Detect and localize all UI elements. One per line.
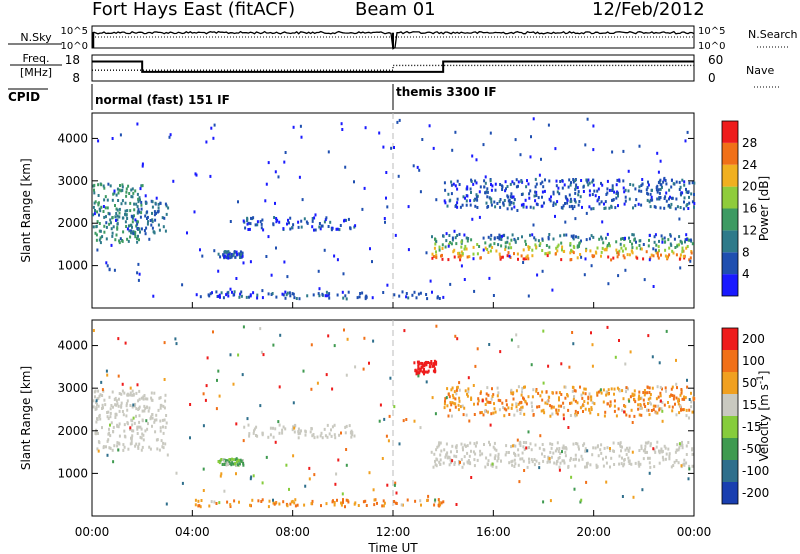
freq-right-tick-top: 60 — [708, 53, 723, 67]
power-colorbar-segment — [722, 142, 738, 165]
power-echo-cells — [92, 117, 696, 301]
x-tick-label: 20:00 — [576, 525, 611, 539]
velocity-colorbar-label-end: ] — [757, 371, 771, 376]
title: Fort Hays East (fitACF) — [92, 0, 296, 20]
x-tick-label: 16:00 — [476, 525, 511, 539]
velocity-colorbar-tick: -100 — [742, 464, 769, 478]
freq-series — [92, 60, 694, 73]
power-colorbar-tick: 20 — [742, 180, 757, 194]
velocity-frame — [91, 319, 695, 517]
velocity-ytick-label: 3000 — [57, 381, 88, 395]
velocity-colorbar-tick: -200 — [742, 486, 769, 500]
power-ytick-label: 1000 — [57, 259, 88, 273]
velocity-colorbar-segment — [722, 438, 738, 460]
freq-left-tick-top: 18 — [65, 53, 80, 67]
noise-left-tick-bottom: 10^0 — [61, 41, 88, 52]
power-colorbar-tick: 12 — [742, 223, 757, 237]
x-tick-label: 12:00 — [376, 525, 411, 539]
velocity-ylabel: Slant Range [km] — [19, 366, 33, 470]
nave-series — [92, 64, 694, 71]
velocity-ytick-label: 4000 — [57, 339, 88, 353]
power-colorbar-segment — [722, 121, 738, 143]
velocity-colorbar-segment — [722, 328, 738, 350]
velocity-colorbar-segment — [722, 350, 738, 372]
power-colorbar-segment — [722, 186, 738, 209]
velocity-panel: 1000 2000 3000 4000 Slant Range [km] 200 100 50… — [19, 319, 771, 517]
freq-axis-label: Freq. — [22, 52, 49, 65]
x-axis-label: Time UT — [367, 541, 418, 554]
power-colorbar-segment — [722, 252, 738, 275]
power-colorbar-label: Power [dB] — [757, 176, 771, 241]
power-colorbar-tick: 8 — [742, 245, 750, 259]
velocity-colorbar-tick: 50 — [742, 376, 757, 390]
power-colorbar-segment — [722, 230, 738, 253]
velocity-colorbar-tick: -50 — [742, 442, 762, 456]
beam-label: Beam 01 — [355, 0, 436, 20]
velocity-colorbar-segment — [722, 394, 738, 416]
power-colorbar-tick: 16 — [742, 202, 757, 216]
x-tick-label: 00:00 — [677, 525, 712, 539]
nsky-series — [91, 30, 695, 50]
velocity-ytick-label: 1000 — [57, 466, 88, 480]
x-tick-label: 00:00 — [75, 525, 110, 539]
cpid-label: CPID — [8, 90, 40, 104]
x-tick-label: 08:00 — [275, 525, 310, 539]
freq-right-tick-bottom: 0 — [708, 71, 716, 85]
power-ytick-label: 4000 — [57, 131, 88, 145]
power-ytick-label: 2000 — [57, 216, 88, 230]
nave-axis-label: Nave — [746, 64, 774, 77]
nsky-axis-label: N.Sky — [20, 31, 52, 44]
noise-right-tick-top: 10^5 — [698, 26, 725, 37]
velocity-colorbar-segment — [722, 482, 738, 504]
velocity-colorbar-segment — [722, 416, 738, 438]
velocity-colorbar-tick: -15 — [742, 420, 762, 434]
power-colorbar-segment — [722, 274, 738, 296]
velocity-colorbar-frame — [721, 327, 739, 505]
freq-left-tick-bottom: 8 — [72, 71, 80, 85]
velocity-colorbar-tick: 15 — [742, 398, 757, 412]
freq-unit-label: [MHz] — [20, 66, 52, 79]
power-colorbar-tick: 24 — [742, 158, 757, 172]
power-colorbar-segment — [722, 164, 738, 187]
velocity-colorbar-label: Velocity [m s-1] — [756, 371, 771, 462]
power-colorbar-frame — [721, 120, 739, 297]
velocity-colorbar-label-sup: -1 — [756, 375, 766, 384]
power-colorbar-segment — [722, 208, 738, 231]
power-ytick-label: 3000 — [57, 174, 88, 188]
cpid-mode-1: normal (fast) 151 IF — [95, 93, 230, 107]
velocity-colorbar-segment — [722, 372, 738, 394]
power-panel: 1000 2000 3000 4000 Slant Range [km] 4 8 12 16 20… — [19, 112, 771, 309]
cpid-mode-2: themis 3300 IF — [396, 85, 497, 99]
velocity-ytick-label: 2000 — [57, 424, 88, 438]
noise-right-tick-bottom: 10^0 — [698, 41, 725, 52]
velocity-colorbar-segment — [722, 460, 738, 482]
power-colorbar-tick: 4 — [742, 267, 750, 281]
power-colorbar-tick: 28 — [742, 136, 757, 150]
nsearch-axis-label: N.Search — [748, 28, 798, 41]
freq-panel-frame — [91, 54, 695, 82]
velocity-echo-cells — [92, 324, 696, 509]
date-label: 12/Feb/2012 — [592, 0, 705, 20]
velocity-colorbar-tick: 100 — [742, 354, 765, 368]
x-tick-label: 04:00 — [175, 525, 210, 539]
noise-left-tick-top: 10^5 — [61, 26, 88, 37]
velocity-colorbar-tick: 200 — [742, 332, 765, 346]
power-ylabel: Slant Range [km] — [19, 158, 33, 262]
